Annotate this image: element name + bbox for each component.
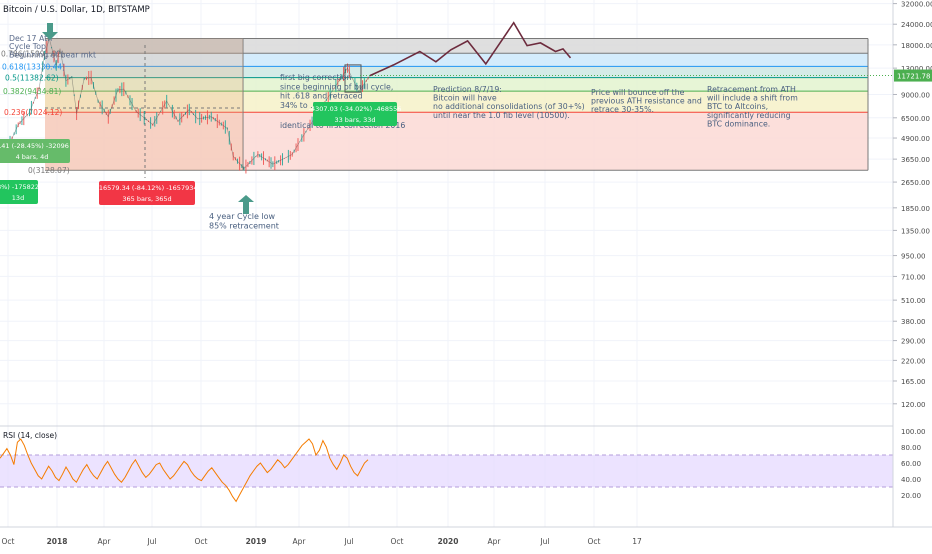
time-axis-label: Jul — [539, 537, 549, 546]
price-tick-label: 165.00 — [901, 378, 926, 386]
left-measure-b-bars: 13d — [12, 194, 24, 202]
rsi-tick-label: 20.00 — [901, 492, 921, 500]
price-tick-label: 9000.00 — [901, 91, 930, 99]
left-measure-b-box — [0, 180, 38, 204]
fib-level-label: 0.382(9434.81) — [3, 87, 61, 96]
prediction-note: Prediction 8/7/19: Bitcoin will have no ad… — [433, 85, 585, 120]
rsi-tick-label: 60.00 — [901, 460, 921, 468]
left-measure-a-value: 4.41 (-28.45%) -32096 — [0, 142, 69, 150]
bear-measure-box — [99, 181, 195, 205]
time-axis-label: 2018 — [47, 537, 68, 546]
time-axis-label: Jul — [146, 537, 156, 546]
rsi-tick-label: 100.00 — [901, 428, 926, 436]
price-line — [7, 37, 371, 170]
time-axis-label: Jul — [343, 537, 353, 546]
price-tick-label: 13000.00 — [901, 65, 932, 73]
price-tick-label: 1350.00 — [901, 227, 930, 235]
correction-measure-box — [313, 102, 397, 126]
price-tick-label: 950.00 — [901, 253, 926, 261]
time-axis-label: Apr — [488, 537, 502, 546]
rsi-line — [0, 438, 369, 503]
bear-market-zone — [45, 38, 243, 171]
fib-zone — [45, 77, 868, 92]
rsi-tick-label: 80.00 — [901, 444, 921, 452]
price-tick-label: 6500.00 — [901, 115, 930, 123]
fib-level-label: 0(3128.07) — [28, 166, 70, 175]
chart-title: Bitcoin / U.S. Dollar, 1D, BITSTAMP — [3, 5, 150, 15]
fib-zone — [45, 53, 868, 67]
bear-measure-bars: 365 bars, 365d — [122, 195, 171, 203]
cycle-low-note: 4 year Cycle low 85% retracement — [209, 212, 279, 231]
rsi-tick-label: 40.00 — [901, 476, 921, 484]
price-tick-label: 710.00 — [901, 273, 926, 281]
fib-zone — [45, 66, 868, 78]
price-tick-label: 1850.00 — [901, 205, 930, 213]
fib-zone — [45, 38, 868, 54]
time-axis-label: Apr — [98, 537, 112, 546]
time-axis-label: Oct — [588, 537, 601, 546]
last-price-tag — [894, 69, 932, 82]
fib-level-label: 0.618(13330.44) — [2, 62, 65, 71]
left-measure-a-bars: 4 bars, 4d — [16, 153, 49, 161]
time-axis-label: Apr — [293, 537, 307, 546]
price-tick-label: 220.00 — [901, 357, 926, 365]
fib-level-label: 0.786(15991.82) — [1, 49, 64, 58]
price-tick-label: 24000.00 — [901, 21, 932, 29]
price-tick-label: 2650.00 — [901, 179, 930, 187]
time-axis-label: Oct — [391, 537, 404, 546]
fib-level-label: 0.5(11382.62) — [5, 74, 59, 83]
price-tick-label: 32000.00 — [901, 1, 932, 9]
price-tick-label: 120.00 — [901, 401, 926, 409]
correction-measure-bars: 33 bars, 33d — [334, 116, 375, 124]
correction-note: first big correction since beginning of b… — [280, 73, 393, 110]
last-price-label: 11721.78 — [897, 73, 930, 81]
fib-retracement — [45, 37, 869, 171]
price-tick-label: 290.00 — [901, 338, 926, 346]
correction-measure-value: -4307.03 (-34.02%) -468556 — [309, 105, 402, 113]
cycle-top-note: Dec 17 Ath Cycle Top Beginning of bear mkt — [9, 34, 96, 59]
prediction-path[interactable] — [369, 21, 572, 77]
price-tick-label: 3650.00 — [901, 156, 930, 164]
bear-measure-value: -16579.34 (-84.12%) -1657934 — [97, 184, 198, 192]
left-measure-b-value: 8%) -175822 — [0, 183, 39, 191]
fib-zone — [45, 91, 868, 113]
time-axis-label: 2019 — [246, 537, 267, 546]
price-axis-panel — [893, 0, 932, 550]
correction-box — [344, 64, 362, 93]
price-tick-label: 380.00 — [901, 318, 926, 326]
retracement-note: Retracement from ATH will include a shift… — [707, 85, 798, 128]
rsi-band — [0, 455, 893, 487]
price-tick-label: 510.00 — [901, 297, 926, 305]
time-axis-label: Oct — [195, 537, 208, 546]
price-tick-label: 4900.00 — [901, 135, 930, 143]
bounce-note: Price will bounce off the previous ATH re… — [591, 88, 702, 114]
time-axis-label: Oct — [2, 537, 15, 546]
rsi-title: RSI (14, close) — [3, 431, 57, 440]
time-axis-label: 17 — [632, 537, 642, 546]
bear-top-zone — [45, 38, 243, 54]
arrow-up-icon — [238, 195, 254, 214]
arrow-down-icon — [42, 23, 58, 40]
fib-level-label: 0.236(7024.12) — [4, 108, 62, 117]
time-axis-label: 2020 — [438, 537, 459, 546]
price-tick-label: 18000.00 — [901, 42, 932, 50]
left-measure-a-box — [0, 139, 70, 163]
